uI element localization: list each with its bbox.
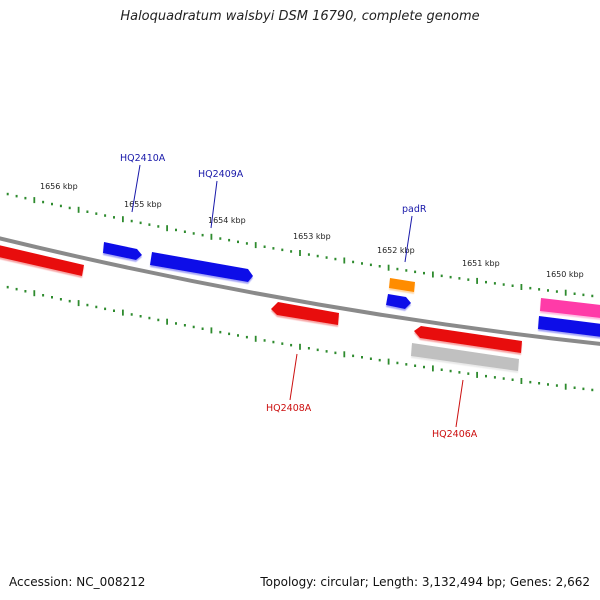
label-leaders	[131, 164, 464, 428]
tick-labels: 1656 kbp 1655 kbp 1654 kbp 1653 kbp 1652…	[40, 182, 584, 279]
gene-label-hq2409a: HQ2409A	[198, 169, 244, 180]
gene-rna[interactable]	[389, 278, 415, 292]
genome-title: Haloquadratum walsbyi DSM 16790, complet…	[120, 9, 480, 24]
gene-pseudo[interactable]	[411, 343, 519, 371]
tick-label-1655: 1655 kbp	[124, 200, 162, 209]
tick-label-1652: 1652 kbp	[377, 246, 415, 255]
gene-label-hq2406a: HQ2406A	[432, 429, 478, 440]
leader-hq2410a	[131, 164, 141, 213]
accession-text: Accession: NC_008212	[9, 575, 146, 589]
gene-forward-right[interactable]	[538, 316, 600, 338]
upper-tick-ring	[6, 192, 594, 298]
gene-hq2406a[interactable]	[414, 326, 522, 353]
gene-hq2408a[interactable]	[271, 302, 339, 325]
gene-padr[interactable]	[386, 294, 411, 309]
lower-tick-ring	[6, 285, 594, 392]
genome-backbone	[0, 236, 600, 346]
gene-label-hq2410a: HQ2410A	[120, 153, 166, 164]
leader-padr	[404, 215, 413, 263]
tick-label-1656: 1656 kbp	[40, 182, 78, 191]
gene-label-padr: padR	[402, 204, 427, 215]
tick-label-1653: 1653 kbp	[293, 232, 331, 241]
gene-hq2409a[interactable]	[150, 252, 253, 282]
leader-hq2406a	[455, 379, 464, 428]
tick-label-1651: 1651 kbp	[462, 259, 500, 268]
gene-reverse-left[interactable]	[0, 243, 84, 276]
gene-other-right[interactable]	[540, 298, 600, 319]
tick-label-1650: 1650 kbp	[546, 270, 584, 279]
leader-hq2409a	[210, 180, 218, 229]
gene-hq2410a[interactable]	[103, 242, 142, 260]
gene-label-hq2408a: HQ2408A	[266, 403, 312, 414]
leader-hq2408a	[289, 353, 298, 401]
genome-summary-text: Topology: circular; Length: 3,132,494 bp…	[260, 575, 590, 589]
tick-label-1654: 1654 kbp	[208, 216, 246, 225]
